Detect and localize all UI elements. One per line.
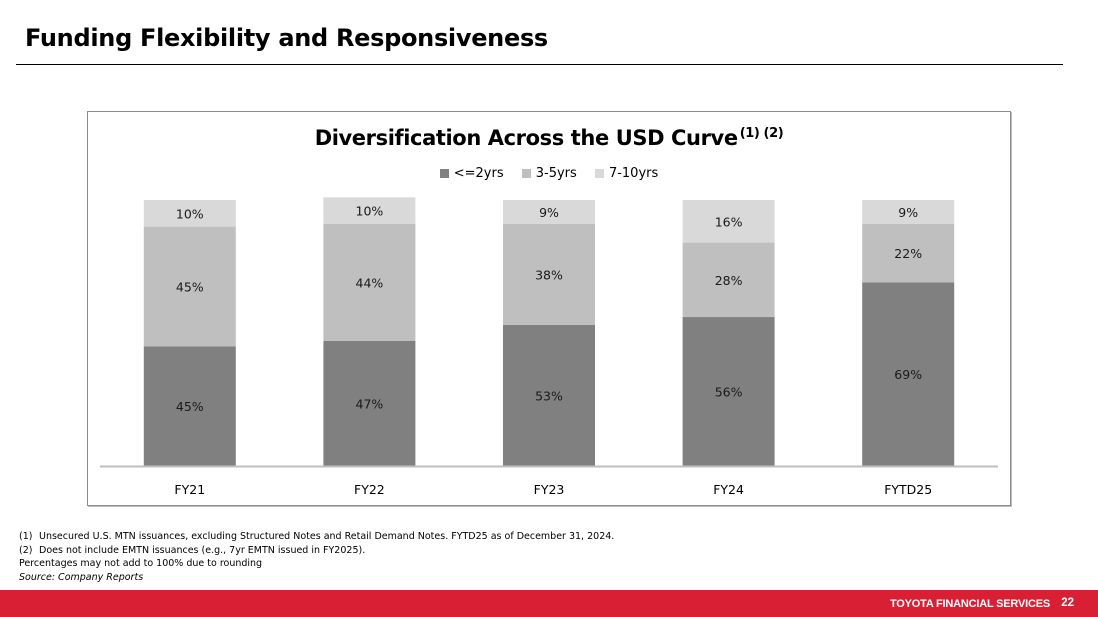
data-label-fy22-1: 44%: [356, 275, 384, 290]
footnote-1-text: Unsecured U.S. MTN issuances, excluding …: [39, 531, 615, 542]
chart-title-text: Diversification Across the USD Curve: [314, 126, 738, 150]
x-tick-label-fytd25: FYTD25: [884, 482, 932, 497]
data-label-fy24-0: 56%: [715, 385, 743, 400]
chart-title: Diversification Across the USD Curve (1) …: [0, 126, 1098, 150]
bar-segment-fy22-1: [323, 223, 416, 341]
footnote-2: (2) Does not include EMTN issuances (e.g.…: [19, 544, 614, 558]
bar-segment-fy21-2: [143, 200, 236, 227]
footer-brand: TOYOTA FINANCIAL SERVICES: [889, 598, 1050, 610]
bar-segment-fy22-0: [323, 340, 416, 466]
legend-label-mid: 3-5yrs: [535, 166, 577, 181]
bar-segment-fy23-2: [503, 200, 595, 224]
bar-segment-fy23-1: [503, 223, 595, 326]
title-divider: [16, 64, 1063, 65]
legend-item-mid: 3-5yrs: [521, 166, 577, 181]
source-note: Source: Company Reports: [19, 571, 144, 583]
bar-segment-fy21-0: [143, 346, 236, 466]
x-tick-label-fy22: FY22: [354, 482, 385, 497]
data-label-fy22-2: 10%: [356, 204, 384, 219]
data-label-fy23-0: 53%: [535, 389, 563, 404]
bar-segment-fy24-1: [682, 242, 775, 318]
footnotes: (1) Unsecured U.S. MTN issuances, excludi…: [19, 530, 614, 584]
data-label-fytd25-2: 9%: [898, 205, 918, 220]
legend-swatch-long: [594, 169, 604, 178]
bar-segment-fytd25-1: [862, 223, 955, 283]
legend-swatch-mid: [521, 169, 531, 178]
data-label-fy23-1: 38%: [535, 267, 563, 282]
x-tick-label-fy24: FY24: [713, 482, 744, 497]
legend-swatch-short: [439, 169, 449, 178]
data-label-fy22-0: 47%: [356, 396, 384, 411]
data-label-fy24-1: 28%: [715, 273, 743, 288]
data-label-fytd25-0: 69%: [894, 367, 922, 382]
data-label-fy24-2: 16%: [715, 214, 743, 229]
legend-item-long: 7-10yrs: [594, 166, 659, 181]
page-number: 22: [1061, 597, 1074, 609]
data-label-fytd25-1: 22%: [894, 246, 922, 261]
bar-segment-fy24-2: [682, 200, 775, 243]
bar-segment-fytd25-2: [862, 200, 955, 224]
data-label-fy21-1: 45%: [176, 279, 204, 294]
x-tick-label-fy21: FY21: [174, 482, 205, 497]
legend-item-short: <=2yrs: [439, 166, 504, 181]
x-tick-label-fy23: FY23: [534, 482, 565, 497]
rounding-note: Percentages may not add to 100% due to r…: [19, 558, 263, 569]
data-label-fy23-2: 9%: [539, 205, 559, 220]
data-label-fy21-0: 45%: [176, 399, 204, 414]
bar-segment-fy21-1: [143, 226, 236, 347]
data-label-fy21-2: 10%: [176, 206, 204, 221]
footnote-1: (1) Unsecured U.S. MTN issuances, excludi…: [19, 530, 614, 544]
bar-segment-fy24-0: [682, 317, 775, 466]
footnote-2-text: Does not include EMTN issuances (e.g., 7…: [39, 544, 366, 556]
page-title: Funding Flexibility and Responsiveness: [25, 24, 548, 52]
footnote-1-number: (1): [19, 531, 33, 542]
legend-label-long: 7-10yrs: [608, 166, 659, 181]
chart-title-footnote-refs: (1) (2): [739, 126, 784, 141]
footnote-2-number: (2): [19, 544, 33, 556]
bar-segment-fy22-2: [323, 197, 416, 224]
footer-bar: [0, 590, 1098, 617]
bar-segment-fy23-0: [503, 325, 595, 466]
legend-label-short: <=2yrs: [453, 166, 504, 181]
bar-segment-fytd25-0: [862, 282, 955, 466]
chart-legend: <=2yrs 3-5yrs 7-10yrs: [0, 166, 1098, 182]
